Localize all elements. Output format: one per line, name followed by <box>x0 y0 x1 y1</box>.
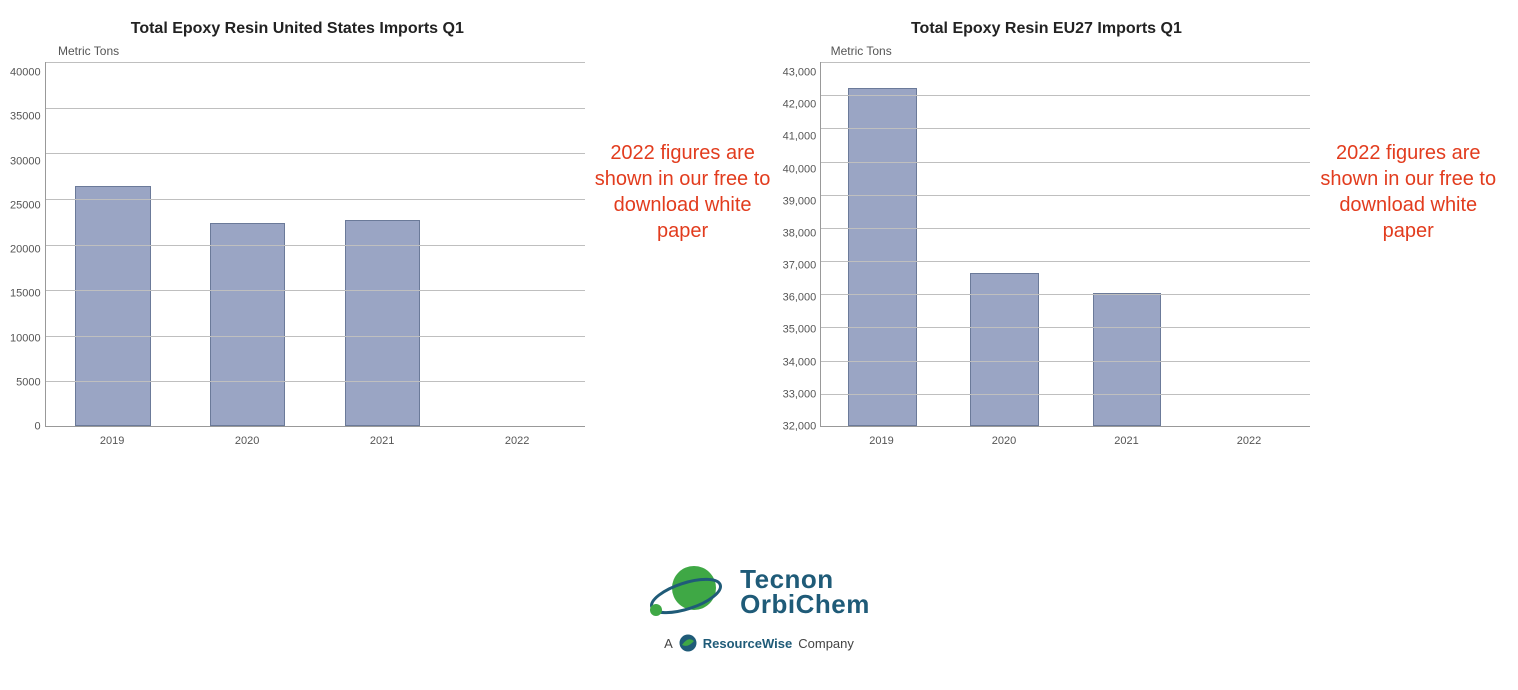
gridline <box>821 128 1310 129</box>
gridline <box>821 195 1310 196</box>
x-tick: 2019 <box>820 435 943 447</box>
callout-us: 2022 figures are shown in our free to do… <box>593 140 773 244</box>
y-tick: 35000 <box>10 112 41 123</box>
y-tick: 34,000 <box>783 357 817 368</box>
bar <box>210 223 285 426</box>
y-unit-eu: Metric Tons <box>831 44 892 58</box>
x-tick: 2020 <box>180 435 315 447</box>
y-tick: 43,000 <box>783 68 817 79</box>
y-tick: 39,000 <box>783 196 817 207</box>
gridline <box>821 228 1310 229</box>
y-tick: 10000 <box>10 333 41 344</box>
y-axis-eu: 43,000 42,000 41,000 40,000 39,000 38,000 37,0… <box>783 62 821 427</box>
bar-slot <box>821 62 943 426</box>
logo-line2: OrbiChem <box>740 592 870 617</box>
x-axis-eu: 2019202020212022 <box>820 435 1310 447</box>
y-tick: 37,000 <box>783 261 817 272</box>
chart-title-eu: Total Epoxy Resin EU27 Imports Q1 <box>911 20 1182 38</box>
y-tick: 0 <box>34 422 40 433</box>
bar <box>848 88 916 426</box>
x-tick: 2021 <box>1065 435 1188 447</box>
y-tick: 42,000 <box>783 100 817 111</box>
gridline <box>46 336 585 337</box>
y-tick: 38,000 <box>783 228 817 239</box>
gridline <box>46 153 585 154</box>
chart-eu: Total Epoxy Resin EU27 Imports Q1 Metric… <box>783 20 1311 447</box>
logo-text: Tecnon OrbiChem <box>740 567 870 616</box>
sublogo-prefix: A <box>664 636 673 651</box>
x-tick: 2021 <box>315 435 450 447</box>
y-unit-us: Metric Tons <box>58 44 119 58</box>
panel-eu: Total Epoxy Resin EU27 Imports Q1 Metric… <box>783 20 1499 447</box>
x-tick: 2022 <box>450 435 585 447</box>
bar <box>970 273 1038 426</box>
bar <box>75 186 150 426</box>
charts-row: Total Epoxy Resin United States Imports … <box>0 0 1518 447</box>
plot-us <box>45 62 585 427</box>
y-tick: 40000 <box>10 68 41 79</box>
panel-us: Total Epoxy Resin United States Imports … <box>10 20 773 447</box>
y-axis-us: 4000035000300002500020000150001000050000 <box>10 62 45 427</box>
resourcewise-icon <box>679 634 697 652</box>
chart-area-eu: 43,000 42,000 41,000 40,000 39,000 38,000 37,0… <box>783 62 1311 447</box>
y-tick: 30000 <box>10 156 41 167</box>
gridline <box>46 62 585 63</box>
y-tick: 40,000 <box>783 164 817 175</box>
callout-eu: 2022 figures are shown in our free to do… <box>1318 140 1498 244</box>
bar-slot <box>1188 62 1310 426</box>
planet-icon <box>648 560 728 624</box>
y-tick: 15000 <box>10 289 41 300</box>
bar-slot <box>1066 62 1188 426</box>
chart-title-us: Total Epoxy Resin United States Imports … <box>131 20 464 38</box>
gridline <box>821 394 1310 395</box>
y-tick: 20000 <box>10 245 41 256</box>
gridline <box>46 245 585 246</box>
gridline <box>821 62 1310 63</box>
x-axis-us: 2019202020212022 <box>45 435 585 447</box>
gridline <box>821 261 1310 262</box>
gridline <box>821 95 1310 96</box>
gridline <box>821 327 1310 328</box>
x-tick: 2019 <box>45 435 180 447</box>
chart-area-us: 40000 35000 30000 25000 20000 15000 10000 5000 0… <box>10 62 585 447</box>
sublogo-brand: ResourceWise <box>703 636 792 651</box>
y-tick: 25000 <box>10 200 41 211</box>
chart-us: Total Epoxy Resin United States Imports … <box>10 20 585 447</box>
y-tick: 33,000 <box>783 389 817 400</box>
gridline <box>46 199 585 200</box>
logo-sub: A ResourceWise Company <box>664 634 854 652</box>
bars-eu <box>821 62 1310 426</box>
gridline <box>46 290 585 291</box>
x-tick: 2022 <box>1188 435 1311 447</box>
y-tick: 35,000 <box>783 325 817 336</box>
gridline <box>821 361 1310 362</box>
bar-slot <box>944 62 1066 426</box>
x-tick: 2020 <box>943 435 1066 447</box>
logo-main: Tecnon OrbiChem <box>648 560 870 624</box>
y-tick: 5000 <box>16 377 40 388</box>
sublogo-suffix: Company <box>798 636 854 651</box>
gridline <box>821 162 1310 163</box>
gridline <box>46 108 585 109</box>
footer: Tecnon OrbiChem A ResourceWise Company <box>0 560 1518 652</box>
y-tick: 32,000 <box>783 421 817 432</box>
y-tick: 36,000 <box>783 293 817 304</box>
plot-eu <box>820 62 1310 427</box>
bar <box>345 220 420 426</box>
y-tick: 41,000 <box>783 132 817 143</box>
gridline <box>46 381 585 382</box>
gridline <box>821 294 1310 295</box>
